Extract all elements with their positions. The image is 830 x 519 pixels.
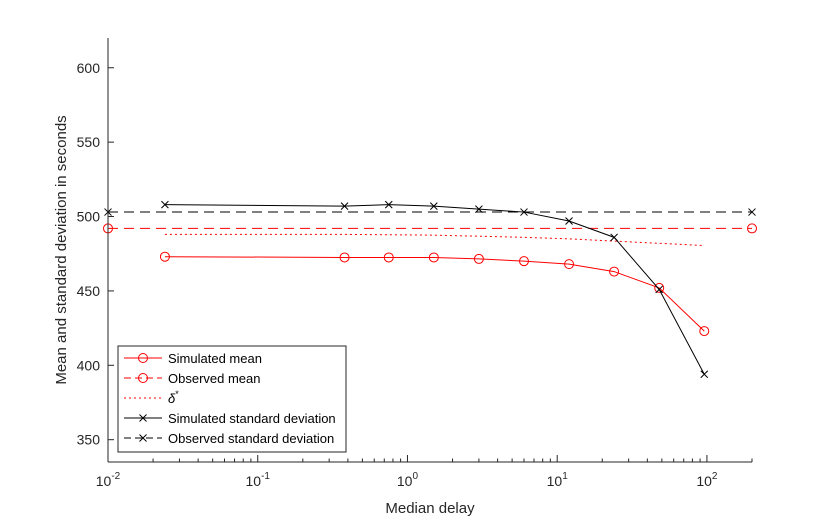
series-4 <box>161 200 709 379</box>
y-tick-label: 400 <box>77 357 101 373</box>
x-axis-label: Median delay <box>385 500 475 517</box>
x-tick-label: 101 <box>547 471 569 489</box>
data-point <box>655 285 664 294</box>
data-point <box>340 202 349 210</box>
x-tick-label: 100 <box>397 471 419 489</box>
legend-item: δ* <box>124 389 179 406</box>
y-tick-label: 500 <box>77 209 101 225</box>
data-point <box>610 233 618 242</box>
series-5 <box>104 208 756 216</box>
legend-label: Observed mean <box>168 371 261 386</box>
data-point <box>383 252 394 263</box>
legend-item: Simulated standard deviation <box>124 411 336 426</box>
legend-label: Observed standard deviation <box>168 431 334 446</box>
legend-marker <box>138 373 148 383</box>
legend-label: Simulated standard deviation <box>168 411 336 426</box>
x-tick-label: 102 <box>696 471 718 489</box>
data-point <box>473 253 484 264</box>
x-tick-label: 10-1 <box>245 471 270 489</box>
data-point <box>609 266 620 277</box>
x-tick-label: 10-2 <box>96 471 121 489</box>
data-point <box>700 370 709 379</box>
x-axis: 10-2 10-1 100 101 102 <box>96 455 753 489</box>
data-point <box>475 205 483 213</box>
legend-item: Simulated mean <box>124 351 262 366</box>
data-point <box>564 259 575 270</box>
series-line <box>164 233 705 247</box>
series-3 <box>164 233 705 247</box>
data-point <box>520 208 528 216</box>
data-point <box>159 251 170 262</box>
legend: Simulated mean Observed mean δ* Simulated s… <box>117 345 347 453</box>
y-axis: 350 400 450 500 550 600 <box>77 38 114 462</box>
legend-box <box>117 345 347 453</box>
y-tick-label: 350 <box>77 432 101 448</box>
data-point <box>565 217 573 225</box>
y-tick-label: 600 <box>77 60 101 76</box>
legend-label: δ* <box>168 389 179 406</box>
legend-item: Observed mean <box>124 371 261 386</box>
y-axis-label: Mean and standard deviation in seconds <box>53 115 70 384</box>
legend-marker <box>138 353 148 363</box>
legend-marker <box>139 414 147 422</box>
data-point <box>161 200 169 209</box>
legend-item: Observed standard deviation <box>124 431 334 446</box>
plot-area <box>103 200 757 379</box>
y-tick-label: 450 <box>77 283 101 299</box>
y-tick-label: 550 <box>77 134 101 150</box>
series-2 <box>103 223 757 234</box>
series-line <box>164 204 705 375</box>
data-point <box>747 223 757 234</box>
legend-marker <box>139 434 147 442</box>
legend-label: Simulated mean <box>168 351 262 366</box>
data-point <box>654 282 665 293</box>
series-line <box>164 256 705 332</box>
data-point <box>518 256 529 267</box>
data-point <box>428 252 439 263</box>
data-point <box>384 200 393 209</box>
data-point <box>699 326 710 337</box>
data-point <box>429 202 438 210</box>
series-1 <box>159 251 710 337</box>
data-point <box>339 252 350 263</box>
data-point <box>748 208 756 216</box>
